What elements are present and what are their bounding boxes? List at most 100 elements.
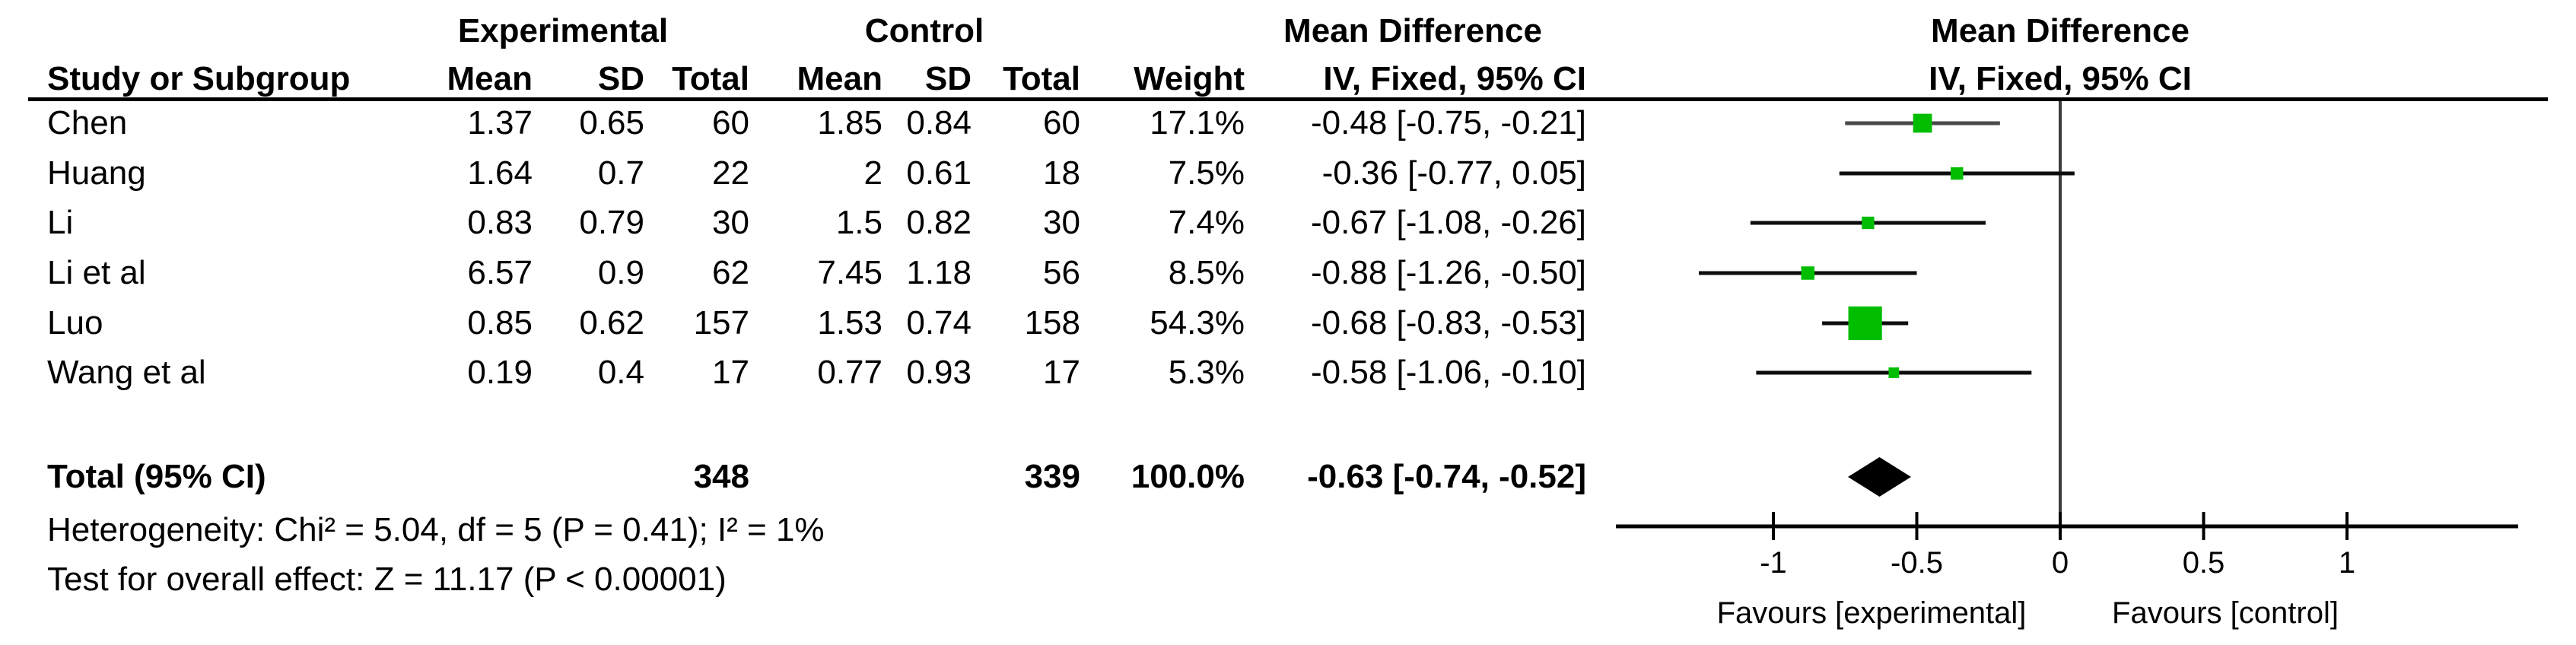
total-ctrl-sum: 339 (1024, 458, 1080, 495)
col-sd-control: SD (924, 60, 972, 97)
mean-ctrl: 2 (863, 154, 883, 192)
total-ctrl: 17 (1043, 354, 1080, 391)
total-weight: 100.0% (1131, 458, 1245, 495)
sd-exp: 0.79 (579, 204, 644, 241)
sd-ctrl: 1.18 (906, 254, 972, 291)
col-sd-experimental: SD (597, 60, 644, 97)
table-row: Li 0.83 0.79 30 1.5 0.82 30 7.4% -0.67 [… (0, 199, 1605, 247)
mean-exp: 0.85 (467, 304, 533, 342)
col-iv-fixed-ci-right: IV, Fixed, 95% CI (1929, 60, 2192, 97)
mean-ctrl: 7.45 (817, 254, 883, 291)
col-total-control: Total (1003, 60, 1080, 97)
sd-ctrl: 0.84 (906, 104, 972, 141)
col-study-or-subgroup: Study or Subgroup (47, 60, 351, 97)
mean-ctrl: 0.77 (817, 354, 883, 391)
table-row: Huang 1.64 0.7 22 2 0.61 18 7.5% -0.36 [… (0, 149, 1605, 198)
ci-text: -0.58 [-1.06, -0.10] (1311, 354, 1586, 391)
sd-exp: 0.62 (579, 304, 644, 342)
weight-value: 8.5% (1168, 254, 1245, 291)
overall-effect-text: Test for overall effect: Z = 11.17 (P < … (47, 561, 727, 598)
total-ctrl: 18 (1043, 154, 1080, 192)
sd-ctrl: 0.82 (906, 204, 972, 241)
ci-text: -0.36 [-0.77, 0.05] (1321, 154, 1586, 192)
weight-value: 17.1% (1150, 104, 1245, 141)
favours-left-label: Favours [experimental] (1717, 596, 2027, 630)
weight-square-5 (1888, 367, 1900, 378)
total-ctrl: 30 (1043, 204, 1080, 241)
ci-text: -0.88 [-1.26, -0.50] (1311, 254, 1586, 291)
weight-value: 54.3% (1150, 304, 1245, 342)
col-weight: Weight (1134, 60, 1245, 97)
mean-exp: 0.83 (467, 204, 533, 241)
header-mean-difference-right: Mean Difference (1931, 12, 2190, 49)
total-ctrl: 60 (1043, 104, 1080, 141)
sd-exp: 0.65 (579, 104, 644, 141)
study-label: Wang et al (47, 354, 206, 391)
weight-value: 7.5% (1168, 154, 1245, 192)
weight-square-0 (1913, 113, 1932, 133)
total-exp: 60 (712, 104, 749, 141)
sd-ctrl: 0.61 (906, 154, 972, 192)
header-mean-difference-left: Mean Difference (1283, 12, 1542, 49)
col-iv-fixed-ci-left: IV, Fixed, 95% CI (1323, 60, 1586, 97)
weight-square-2 (1862, 216, 1875, 230)
axis-tick-label-4: 1 (2339, 546, 2355, 580)
weight-square-4 (1848, 306, 1882, 341)
header-control: Control (864, 12, 984, 49)
column-header-row: Study or Subgroup Mean SD Total Mean SD … (0, 55, 1605, 103)
study-label: Luo (47, 304, 103, 342)
weight-value: 5.3% (1168, 354, 1245, 391)
total-exp: 30 (712, 204, 749, 241)
sd-exp: 0.4 (597, 354, 644, 391)
header-rule (28, 97, 2548, 101)
favours-right-label: Favours [control] (2112, 596, 2339, 630)
study-label: Li (47, 204, 74, 241)
weight-square-1 (1951, 167, 1964, 180)
heterogeneity-text: Heterogeneity: Chi² = 5.04, df = 5 (P = … (47, 511, 825, 548)
ci-text: -0.48 [-0.75, -0.21] (1311, 104, 1586, 141)
mean-ctrl: 1.53 (817, 304, 883, 342)
mean-ctrl: 1.85 (817, 104, 883, 141)
sd-exp: 0.7 (597, 154, 644, 192)
table-row: Luo 0.85 0.62 157 1.53 0.74 158 54.3% -0… (0, 299, 1605, 348)
ci-text: -0.67 [-1.08, -0.26] (1311, 204, 1586, 241)
axis-tick-label-3: 0.5 (2183, 546, 2225, 580)
mean-ctrl: 1.5 (835, 204, 883, 241)
study-label: Huang (47, 154, 146, 192)
sd-exp: 0.9 (597, 254, 644, 291)
axis-tick-label-2: 0 (2052, 546, 2069, 580)
total-exp: 62 (712, 254, 749, 291)
study-label: Li et al (47, 254, 146, 291)
col-mean-control: Mean (797, 60, 883, 97)
col-mean-experimental: Mean (447, 60, 533, 97)
mean-exp: 1.37 (467, 104, 533, 141)
table-row: Chen 1.37 0.65 60 1.85 0.84 60 17.1% -0.… (0, 99, 1605, 148)
total-ci-text: -0.63 [-0.74, -0.52] (1307, 458, 1586, 495)
mean-exp: 0.19 (467, 354, 533, 391)
axis-tick-label-0: -1 (1760, 546, 1787, 580)
header-experimental: Experimental (457, 12, 669, 49)
total-row: Total (95% CI) 348 339 100.0% -0.63 [-0.… (0, 453, 1605, 501)
mean-exp: 1.64 (467, 154, 533, 192)
table-row: Li et al 6.57 0.9 62 7.45 1.18 56 8.5% -… (0, 249, 1605, 297)
sd-ctrl: 0.74 (906, 304, 972, 342)
total-exp: 157 (693, 304, 749, 342)
total-label: Total (95% CI) (47, 458, 266, 495)
weight-value: 7.4% (1168, 204, 1245, 241)
col-total-experimental: Total (672, 60, 749, 97)
total-ctrl: 158 (1024, 304, 1080, 342)
sd-ctrl: 0.93 (906, 354, 972, 391)
weight-square-3 (1801, 266, 1814, 280)
axis-tick-label-1: -0.5 (1891, 546, 1943, 580)
total-diamond (1848, 457, 1911, 497)
total-exp: 17 (712, 354, 749, 391)
total-exp: 22 (712, 154, 749, 192)
table-row: Wang et al 0.19 0.4 17 0.77 0.93 17 5.3%… (0, 348, 1605, 397)
total-exp-sum: 348 (693, 458, 749, 495)
mean-exp: 6.57 (467, 254, 533, 291)
study-label: Chen (47, 104, 128, 141)
ci-text: -0.68 [-0.83, -0.53] (1311, 304, 1586, 342)
total-ctrl: 56 (1043, 254, 1080, 291)
